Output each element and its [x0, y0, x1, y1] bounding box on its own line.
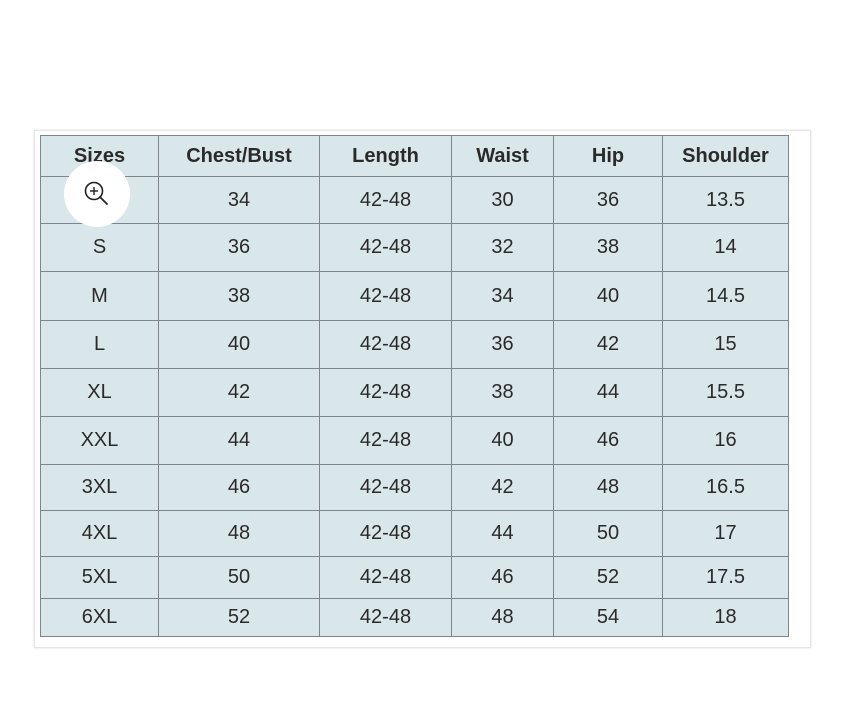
- table-cell: L: [40, 320, 159, 369]
- column-header: Length: [319, 135, 452, 177]
- table-cell: 42-48: [319, 320, 452, 369]
- column-header: Chest/Bust: [158, 135, 320, 177]
- table-cell: 42-48: [319, 368, 452, 417]
- table-cell: 16.5: [662, 464, 789, 511]
- table-cell: 34: [158, 176, 320, 224]
- table-cell: 14.5: [662, 271, 789, 321]
- table-row: XL 42 42-48 38 44 15.5: [40, 368, 789, 417]
- table-cell: 15.5: [662, 368, 789, 417]
- table-cell: 46: [553, 416, 663, 465]
- table-row: 6XL 52 42-48 48 54 18: [40, 598, 789, 637]
- table-cell: M: [40, 271, 159, 321]
- column-header: Shoulder: [662, 135, 789, 177]
- table-cell: 18: [662, 598, 789, 637]
- table-row: L 40 42-48 36 42 15: [40, 320, 789, 369]
- table-cell: 40: [451, 416, 554, 465]
- table-cell: 17.5: [662, 556, 789, 599]
- table-cell: 42-48: [319, 416, 452, 465]
- table-cell: 44: [158, 416, 320, 465]
- table-cell: 46: [451, 556, 554, 599]
- table-cell: 34: [451, 271, 554, 321]
- table-cell: 50: [553, 510, 663, 557]
- size-chart-table: Sizes Chest/Bust Length Waist Hip Shoulder 34…: [40, 135, 789, 637]
- table-cell: 42-48: [319, 271, 452, 321]
- table-cell: XXL: [40, 416, 159, 465]
- table-cell: 38: [553, 223, 663, 272]
- table-cell: 40: [553, 271, 663, 321]
- table-cell: 17: [662, 510, 789, 557]
- table-cell: 36: [553, 176, 663, 224]
- table-cell: 42-48: [319, 464, 452, 511]
- table-cell: 32: [451, 223, 554, 272]
- table-cell: 38: [451, 368, 554, 417]
- table-cell: 13.5: [662, 176, 789, 224]
- table-cell: 42-48: [319, 598, 452, 637]
- table-cell: 48: [553, 464, 663, 511]
- zoom-button[interactable]: [64, 161, 130, 227]
- table-cell: 5XL: [40, 556, 159, 599]
- table-cell: 52: [158, 598, 320, 637]
- table-cell: 54: [553, 598, 663, 637]
- table-cell: 52: [553, 556, 663, 599]
- table-cell: 30: [451, 176, 554, 224]
- table-cell: 42-48: [319, 556, 452, 599]
- table-cell: S: [40, 223, 159, 272]
- table-cell: 42-48: [319, 223, 452, 272]
- table-cell: 44: [553, 368, 663, 417]
- table-cell: 4XL: [40, 510, 159, 557]
- table-row: 3XL 46 42-48 42 48 16.5: [40, 464, 789, 511]
- table-row: 34 42-48 30 36 13.5: [40, 176, 789, 224]
- table-cell: 42: [158, 368, 320, 417]
- table-cell: 16: [662, 416, 789, 465]
- table-cell: 40: [158, 320, 320, 369]
- table-row: M 38 42-48 34 40 14.5: [40, 271, 789, 321]
- table-cell: 36: [158, 223, 320, 272]
- table-cell: 46: [158, 464, 320, 511]
- table-cell: 14: [662, 223, 789, 272]
- table-cell: 42-48: [319, 510, 452, 557]
- table-cell: 42: [553, 320, 663, 369]
- header-row: Sizes Chest/Bust Length Waist Hip Shoulder: [40, 135, 789, 177]
- column-header: Waist: [451, 135, 554, 177]
- table-cell: 36: [451, 320, 554, 369]
- table-cell: 42: [451, 464, 554, 511]
- table-cell: XL: [40, 368, 159, 417]
- table-cell: 48: [451, 598, 554, 637]
- column-header: Hip: [553, 135, 663, 177]
- table-cell: 38: [158, 271, 320, 321]
- table-cell: 42-48: [319, 176, 452, 224]
- table-cell: 50: [158, 556, 320, 599]
- table-row: XXL 44 42-48 40 46 16: [40, 416, 789, 465]
- table-cell: 44: [451, 510, 554, 557]
- zoom-in-icon: [84, 181, 108, 205]
- table-cell: 3XL: [40, 464, 159, 511]
- table-cell: 48: [158, 510, 320, 557]
- table-row: S 36 42-48 32 38 14: [40, 223, 789, 272]
- table-cell: 6XL: [40, 598, 159, 637]
- table-cell: 15: [662, 320, 789, 369]
- table-row: 5XL 50 42-48 46 52 17.5: [40, 556, 789, 599]
- table-row: 4XL 48 42-48 44 50 17: [40, 510, 789, 557]
